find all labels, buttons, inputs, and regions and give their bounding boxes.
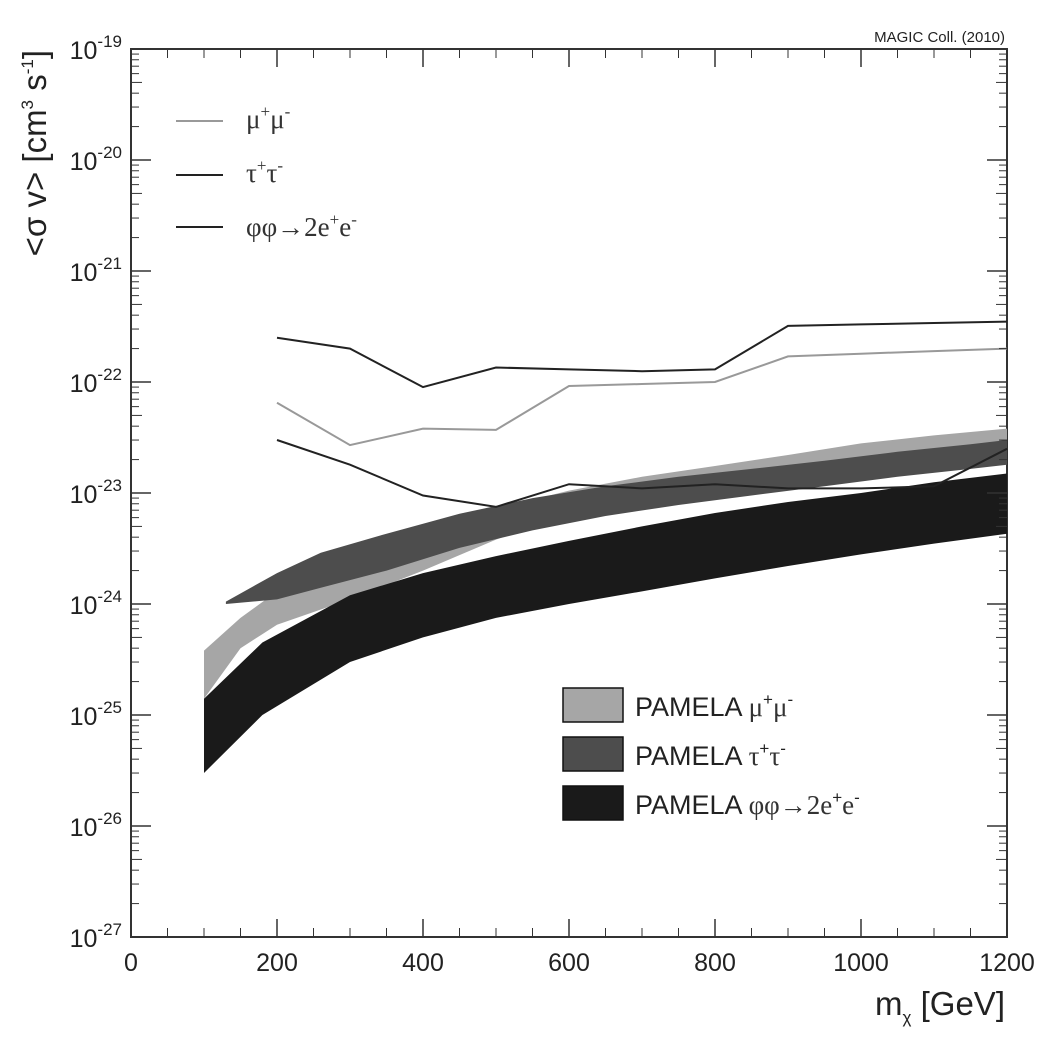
y-axis-title-exp1: 3 — [18, 100, 37, 109]
legend-swatch-band-2 — [562, 785, 624, 821]
x-tick-label: 0 — [124, 949, 138, 977]
legend-label-band-1: PAMELA τ+τ- — [635, 739, 786, 771]
legend-label-line-2: φφ→2e+e- — [246, 210, 357, 242]
band-legend: PAMELA μ+μ- PAMELA τ+τ- PAMELA φφ→2e+e- — [562, 687, 860, 821]
y-tick-label: 10-22 — [70, 365, 122, 398]
y-tick-label: 10-19 — [70, 32, 122, 65]
legend-label-band-2: PAMELA φφ→2e+e- — [635, 788, 860, 820]
x-tick-label: 400 — [402, 949, 444, 977]
y-axis-title: <σ v> [cm3 s-1] — [16, 50, 53, 256]
y-axis-title-exp2: -1 — [18, 59, 37, 74]
series-line-0 — [276, 347, 1008, 447]
x-tick-label: 1200 — [979, 949, 1035, 977]
lines-layer — [276, 320, 1008, 508]
y-axis-title-mid: s — [16, 74, 53, 100]
x-tick-label: 800 — [694, 949, 736, 977]
legend-label-band-0: PAMELA μ+μ- — [635, 690, 793, 722]
x-tick-label: 1000 — [833, 949, 889, 977]
y-axis-title-open: <σ v> [cm — [16, 109, 53, 256]
x-axis-title: mχ [GeV] — [875, 985, 1005, 1027]
bands-layer — [204, 428, 1007, 773]
x-tick-label: 600 — [548, 949, 590, 977]
series-line-2 — [276, 439, 1008, 508]
x-axis: 0 200 400 600 800 1000 1200 — [124, 49, 1035, 977]
band-2 — [204, 473, 1007, 773]
x-axis-title-unit: [GeV] — [911, 985, 1005, 1022]
y-tick-label: 10-20 — [70, 143, 122, 176]
x-axis-title-sub: χ — [903, 1008, 912, 1027]
y-tick-label: 10-21 — [70, 254, 122, 287]
legend-swatch-band-1 — [562, 736, 624, 772]
y-tick-label: 10-23 — [70, 476, 122, 509]
series-line-1 — [276, 320, 1008, 389]
y-tick-label: 10-27 — [70, 920, 122, 953]
legend-label-line-1: τ+τ- — [246, 156, 283, 188]
y-tick-label: 10-25 — [70, 698, 122, 731]
band-1 — [225, 440, 1007, 604]
legend-swatch-band-0 — [562, 687, 624, 723]
y-axis: 10-19 10-20 10-21 10-22 10-23 10-24 10-25 10-26… — [70, 32, 1007, 953]
x-axis-title-main: m — [875, 985, 903, 1022]
line-legend: μ+μ- τ+τ- φφ→2e+e- — [176, 102, 357, 242]
y-axis-title-close: ] — [16, 50, 53, 59]
y-tick-label: 10-26 — [70, 809, 122, 842]
credit-text: MAGIC Coll. (2010) — [874, 29, 1005, 46]
legend-label-line-0: μ+μ- — [246, 102, 291, 134]
y-tick-label: 10-24 — [70, 587, 122, 620]
x-tick-label: 200 — [256, 949, 298, 977]
